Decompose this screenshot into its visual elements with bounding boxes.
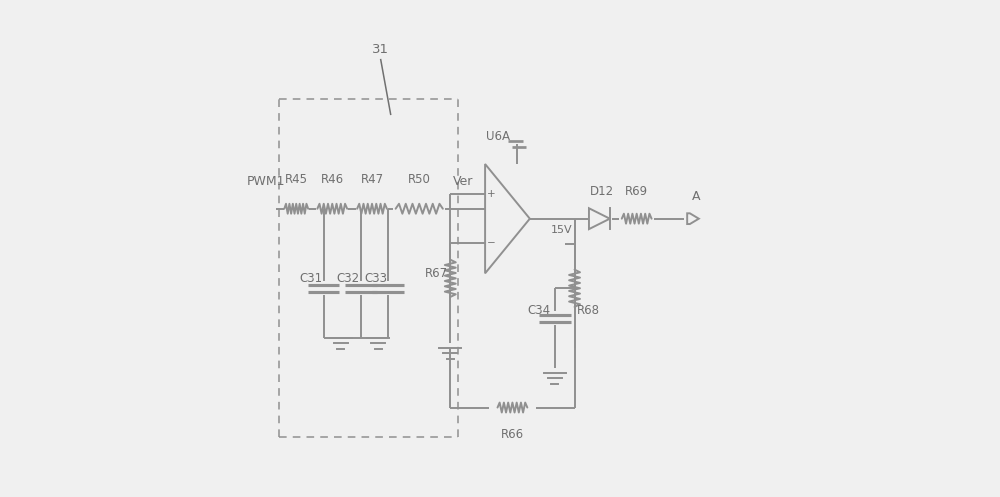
Text: C33: C33 [364, 272, 387, 285]
Text: C34: C34 [527, 304, 550, 317]
Text: R45: R45 [285, 173, 308, 186]
Text: C31: C31 [300, 272, 323, 285]
Text: R67: R67 [425, 267, 448, 280]
Text: R47: R47 [360, 173, 384, 186]
Text: 31: 31 [372, 43, 389, 56]
Text: D12: D12 [590, 185, 614, 198]
Text: R66: R66 [501, 428, 524, 441]
Text: A: A [692, 190, 701, 203]
Text: Ver: Ver [453, 175, 473, 188]
Text: +: + [487, 189, 496, 199]
Text: R68: R68 [577, 304, 600, 317]
Text: R46: R46 [321, 173, 344, 186]
Text: R69: R69 [625, 185, 648, 198]
Text: U6A: U6A [486, 130, 510, 143]
Text: R50: R50 [408, 173, 431, 186]
Text: 15V: 15V [551, 225, 573, 235]
Text: −: − [487, 238, 496, 248]
Text: PWM1: PWM1 [247, 175, 286, 188]
Text: C32: C32 [337, 272, 360, 285]
